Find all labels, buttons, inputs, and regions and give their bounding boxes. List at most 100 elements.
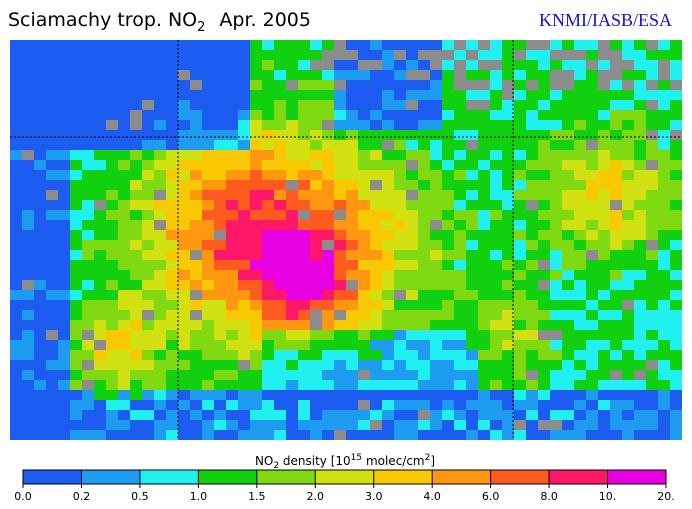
map-cell bbox=[598, 100, 610, 110]
map-cell bbox=[34, 430, 46, 440]
map-cell bbox=[370, 250, 382, 260]
colorbar-tick-label: 1.5 bbox=[248, 490, 266, 503]
map-cell bbox=[94, 190, 106, 200]
map-cell bbox=[10, 320, 22, 330]
map-cell bbox=[454, 170, 466, 180]
map-cell bbox=[274, 50, 286, 60]
map-cell bbox=[46, 230, 58, 240]
map-cell bbox=[562, 100, 574, 110]
map-cell bbox=[502, 250, 514, 260]
map-cell bbox=[538, 300, 550, 310]
map-cell bbox=[34, 170, 46, 180]
map-cell bbox=[586, 90, 598, 100]
map-cell bbox=[622, 340, 634, 350]
map-cell bbox=[190, 70, 202, 80]
map-cell bbox=[526, 150, 538, 160]
map-cell bbox=[94, 130, 106, 140]
map-cell bbox=[586, 360, 598, 370]
map-cell bbox=[70, 70, 82, 80]
map-cell bbox=[286, 140, 298, 150]
map-cell bbox=[250, 310, 262, 320]
map-cell bbox=[262, 160, 274, 170]
map-cell bbox=[442, 280, 454, 290]
map-cell bbox=[238, 110, 250, 120]
map-cell bbox=[502, 80, 514, 90]
map-cell bbox=[226, 350, 238, 360]
map-cell bbox=[514, 410, 526, 420]
map-cell bbox=[370, 410, 382, 420]
map-cell bbox=[22, 60, 34, 70]
map-cell bbox=[634, 280, 646, 290]
map-cell bbox=[586, 400, 598, 410]
map-cell bbox=[610, 70, 622, 80]
map-cell bbox=[514, 120, 526, 130]
map-cell bbox=[442, 320, 454, 330]
map-cell bbox=[34, 410, 46, 420]
map-cell bbox=[166, 350, 178, 360]
map-cell bbox=[322, 120, 334, 130]
map-cell bbox=[418, 310, 430, 320]
map-cell bbox=[10, 70, 22, 80]
map-cell bbox=[46, 290, 58, 300]
map-cell bbox=[550, 190, 562, 200]
map-cell bbox=[190, 230, 202, 240]
map-cell bbox=[142, 90, 154, 100]
map-cell bbox=[226, 100, 238, 110]
map-cell bbox=[382, 180, 394, 190]
map-cell bbox=[502, 150, 514, 160]
map-cell bbox=[70, 160, 82, 170]
map-cell bbox=[562, 90, 574, 100]
map-cell bbox=[262, 230, 274, 240]
map-cell bbox=[406, 90, 418, 100]
map-cell bbox=[334, 430, 346, 440]
map-cell bbox=[382, 340, 394, 350]
map-cell bbox=[646, 100, 658, 110]
map-cell bbox=[58, 390, 70, 400]
map-cell bbox=[106, 110, 118, 120]
map-cell bbox=[418, 180, 430, 190]
map-cell bbox=[226, 310, 238, 320]
map-cell bbox=[346, 370, 358, 380]
map-cell bbox=[634, 190, 646, 200]
map-cell bbox=[466, 260, 478, 270]
map-cell bbox=[154, 350, 166, 360]
map-cell bbox=[286, 280, 298, 290]
map-cell bbox=[418, 370, 430, 380]
map-cell bbox=[442, 200, 454, 210]
map-cell bbox=[358, 90, 370, 100]
map-cell bbox=[214, 250, 226, 260]
map-cell bbox=[274, 190, 286, 200]
map-cell bbox=[358, 250, 370, 260]
map-cell bbox=[142, 310, 154, 320]
map-cell bbox=[58, 160, 70, 170]
map-cell bbox=[562, 250, 574, 260]
map-cell bbox=[466, 130, 478, 140]
map-cell bbox=[346, 260, 358, 270]
map-cell bbox=[586, 270, 598, 280]
map-cell bbox=[418, 390, 430, 400]
map-cell bbox=[646, 70, 658, 80]
map-cell bbox=[574, 130, 586, 140]
map-cell bbox=[154, 400, 166, 410]
map-cell bbox=[466, 390, 478, 400]
map-cell bbox=[130, 250, 142, 260]
map-cell bbox=[214, 150, 226, 160]
map-cell bbox=[166, 230, 178, 240]
map-cell bbox=[526, 330, 538, 340]
map-cell bbox=[82, 300, 94, 310]
map-cell bbox=[514, 420, 526, 430]
map-cell bbox=[10, 420, 22, 430]
map-cell bbox=[322, 80, 334, 90]
map-cell bbox=[130, 300, 142, 310]
map-cell bbox=[442, 380, 454, 390]
map-cell bbox=[418, 320, 430, 330]
map-cell bbox=[622, 360, 634, 370]
map-cell bbox=[598, 270, 610, 280]
map-cell bbox=[550, 140, 562, 150]
map-cell bbox=[334, 70, 346, 80]
map-cell bbox=[670, 160, 682, 170]
map-cell bbox=[538, 210, 550, 220]
map-cell bbox=[538, 360, 550, 370]
map-cell bbox=[202, 80, 214, 90]
map-cell bbox=[442, 40, 454, 50]
